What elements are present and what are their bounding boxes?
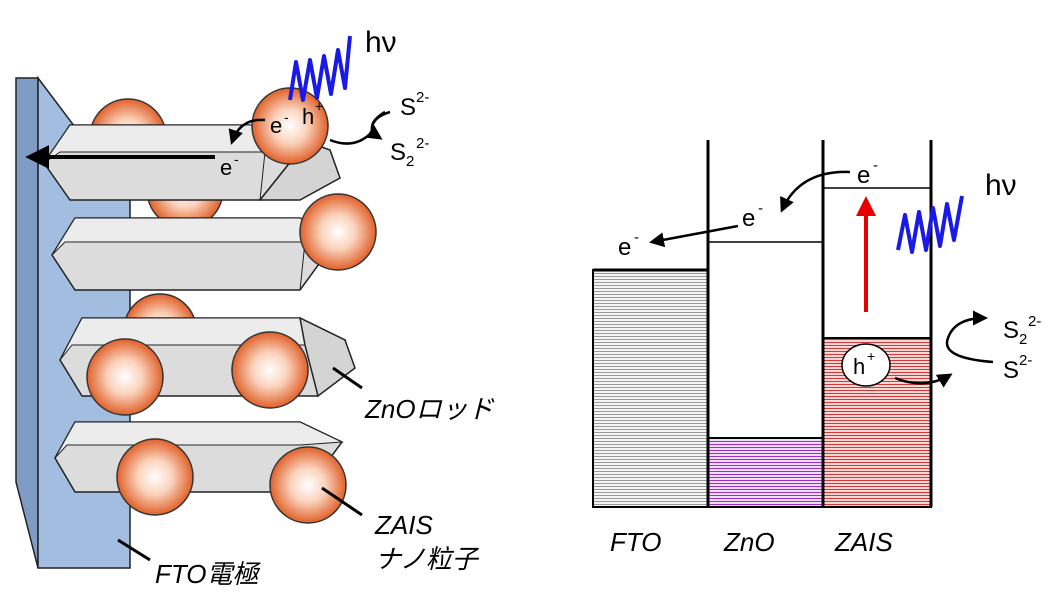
svg-text:S: S [390,139,406,166]
svg-text:+: + [315,98,323,114]
svg-text:+: + [867,348,875,364]
svg-text:-: - [758,200,763,217]
sulfide-label-right: S 2- [1003,352,1032,384]
disulfide-label-right: S 2 2- [1003,313,1041,348]
fto-electrode-label: FTO電極 [155,559,262,589]
svg-text:2-: 2- [416,135,429,152]
svg-text:-: - [873,157,878,174]
svg-text:S: S [400,94,416,121]
svg-text:e: e [742,205,755,232]
sulfide-label-left: S 2- [400,89,429,121]
electron-transfer-arrow-zais-zno [780,170,851,213]
fto-band-label: FTO [610,527,662,557]
zais-nanoparticle [299,193,377,271]
electron-label-rod: e - [220,151,239,180]
svg-text:e: e [270,113,282,138]
electron-transfer-arrow-zno-fto [649,224,739,248]
svg-text:-: - [634,229,639,246]
light-wave-right [896,195,964,254]
fto-band-block [592,269,709,508]
svg-text:h: h [853,354,865,379]
light-wave-left [288,35,352,102]
zais-np-leader [321,486,363,517]
zno-rod [54,421,347,524]
zno-rod [59,293,356,416]
zais-nanoparticle [269,446,347,524]
electron-label-particle: e - [270,109,289,138]
hole-badge: h + [841,343,891,387]
svg-text:2-: 2- [1028,313,1041,330]
svg-text:h: h [302,104,314,129]
zais-np-label-line2: ナノ粒子 [375,544,480,574]
svg-text:2-: 2- [416,89,429,106]
sulfide-conversion-arrow-right [945,310,994,364]
svg-text:2: 2 [406,153,414,170]
zno-valence-band [707,437,824,508]
electron-injection-arrow [228,118,266,145]
hv-label-right: hν [985,169,1017,202]
fto-electrode-leader [117,538,151,562]
svg-text:-: - [234,151,239,167]
hv-label-left: hν [365,26,397,59]
sulfide-conversion-arrow-left [365,110,386,140]
hole-oxidation-arrow-right [894,373,953,388]
svg-text:2: 2 [1019,331,1027,348]
svg-text:S: S [1003,317,1019,344]
zais-np-label-line1: ZAIS [374,510,433,540]
zais-nanoparticle [116,438,194,516]
electron-label-fto: e - [618,229,639,261]
svg-text:e: e [618,234,631,261]
zais-nanoparticle [86,338,164,416]
zais-nanoparticle [231,331,309,409]
zno-rod [51,193,377,291]
svg-text:2-: 2- [1019,352,1032,369]
hole-oxidation-arrow-left [329,110,391,145]
zno-rod-leader [332,366,363,390]
disulfide-label-left: S 2 2- [390,135,429,170]
svg-text:e: e [857,162,870,189]
svg-text:S: S [1003,357,1019,384]
electron-label-zais: e - [857,157,878,189]
svg-text:e: e [220,155,232,180]
hole-label-particle: h + [302,98,323,129]
zno-rod-label: ZnOロッド [364,394,495,424]
zno-band-label: ZnO [723,527,775,557]
zais-band-label: ZAIS [834,527,893,557]
electron-label-zno: e - [742,200,763,232]
svg-text:-: - [284,109,289,125]
